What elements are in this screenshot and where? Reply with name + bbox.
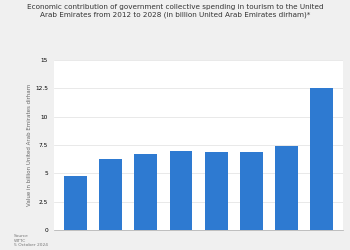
Y-axis label: Value in billion United Arab Emirates dirham: Value in billion United Arab Emirates di… <box>27 84 32 206</box>
Text: Economic contribution of government collective spending in tourism to the United: Economic contribution of government coll… <box>27 4 323 18</box>
Bar <box>169 151 193 230</box>
Bar <box>64 176 87 230</box>
Bar <box>134 154 157 230</box>
Bar <box>99 158 122 230</box>
Bar <box>310 88 333 230</box>
Bar <box>240 152 263 230</box>
Bar <box>205 152 228 230</box>
Text: Source
WTTC
5 October 2024: Source WTTC 5 October 2024 <box>14 234 48 247</box>
Bar <box>275 146 298 230</box>
